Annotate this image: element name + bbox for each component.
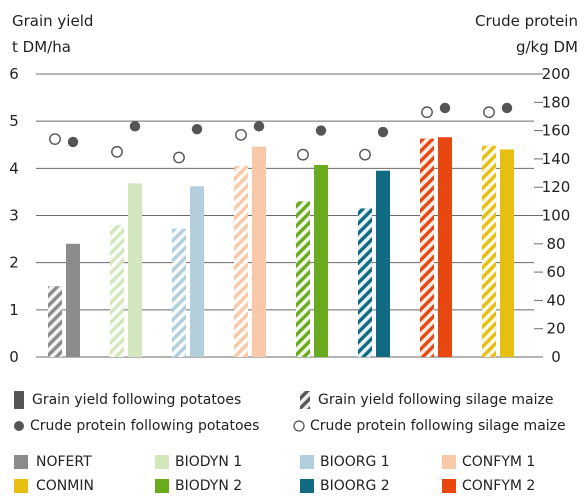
bar-yield-potatoes: [190, 186, 204, 357]
dot-protein-potatoes: [129, 121, 141, 132]
legend-bioorg1-label: BIOORG 1: [320, 454, 390, 470]
left-tick-label: 3: [9, 207, 19, 225]
right-axis-unit: g/kg DM: [515, 38, 578, 56]
legend-conmin-label: CONMIN: [36, 478, 94, 494]
bar-yield-potatoes: [66, 243, 80, 357]
bar-yield-potatoes: [314, 165, 328, 357]
dot-protein-silage: [421, 106, 433, 119]
dot-protein-potatoes: [439, 102, 451, 114]
bar-yield-potatoes: [376, 170, 390, 357]
bar-yield-potatoes: [438, 137, 452, 357]
dot-protein-potatoes: [191, 123, 203, 135]
right-tick-label: 0: [551, 348, 561, 366]
nofert-swatch: [14, 455, 28, 469]
dot-protein-silage: [235, 128, 247, 141]
dot-protein-silage: [111, 145, 123, 158]
right-tick-label: 20: [546, 320, 565, 338]
left-tick-label: 0: [9, 348, 19, 366]
right-tick-label: 140: [542, 150, 571, 168]
bioorg2-swatch: [300, 479, 314, 493]
right-tick-label: 120: [542, 178, 571, 196]
legend-biodyn2-label: BIODYN 2: [175, 478, 243, 494]
dot-protein-potatoes: [315, 125, 327, 136]
bar-hatch-overlay: [234, 165, 248, 357]
bar-hatch-overlay: [110, 224, 124, 357]
left-tick-label: 4: [9, 159, 19, 177]
bar-hatch-overlay: [48, 286, 62, 357]
conmin-swatch: [14, 479, 28, 493]
right-tick-label: 60: [546, 263, 565, 281]
open-circle-icon: [293, 420, 305, 432]
dot-protein-potatoes: [67, 136, 79, 148]
bar-hatch-overlay: [358, 208, 372, 357]
dot-protein-silage: [49, 133, 61, 145]
legend-biodyn1-label: BIODYN 1: [175, 454, 243, 470]
right-tick-label: 180: [542, 93, 571, 111]
dot-protein-silage: [173, 151, 185, 164]
legend-protein-silage-label: Crude protein following silage maize: [310, 418, 566, 434]
legend-confym2-label: CONFYM 2: [462, 478, 536, 494]
legend-treatments-row1: NOFERT BIODYN 1 BIOORG 1 CONFYM 1: [12, 452, 582, 474]
dot-protein-silage: [297, 148, 309, 161]
bioorg1-swatch: [300, 455, 314, 469]
right-tick-label: 200: [542, 65, 571, 83]
right-tick-label: 100: [542, 207, 571, 225]
bar-yield-potatoes: [500, 149, 514, 357]
dot-protein-silage: [359, 148, 371, 161]
legend-nofert-label: NOFERT: [36, 454, 92, 470]
legend-bioorg2-label: BIOORG 2: [320, 478, 390, 494]
legend-series-row2: Crude protein following potatoes Crude p…: [12, 416, 582, 438]
left-tick-label: 6: [9, 65, 19, 83]
right-tick-label: 40: [546, 291, 565, 309]
right-tick-label: 160: [542, 122, 571, 140]
bar-hatch-overlay: [482, 145, 496, 357]
hatched-bar-icon: [300, 391, 310, 409]
confym2-swatch: [442, 479, 456, 493]
left-axis-title: Grain yield: [12, 12, 94, 30]
solid-bar-icon: [14, 391, 24, 409]
biodyn2-swatch: [155, 479, 169, 493]
confym1-swatch: [442, 455, 456, 469]
left-axis-unit: t DM/ha: [12, 38, 71, 56]
legend-yield-silage-label: Grain yield following silage maize: [318, 392, 554, 408]
bar-hatch-overlay: [296, 201, 310, 357]
left-tick-label: 2: [9, 254, 19, 272]
dot-protein-potatoes: [377, 126, 389, 138]
bar-hatch-overlay: [420, 138, 434, 357]
dot-protein-potatoes: [501, 102, 513, 114]
legend-yield-potatoes-label: Grain yield following potatoes: [32, 392, 242, 408]
filled-circle-icon: [14, 421, 24, 431]
biodyn1-swatch: [155, 455, 169, 469]
legend-series-row1: Grain yield following potatoes Grain yie…: [12, 390, 582, 412]
right-axis-title: Crude protein: [475, 12, 578, 30]
dot-protein-silage: [483, 106, 495, 119]
right-tick-label: 80: [546, 235, 565, 253]
legend-confym1-label: CONFYM 1: [462, 454, 536, 470]
legend-protein-potatoes-label: Crude protein following potatoes: [30, 418, 260, 434]
dot-protein-potatoes: [253, 121, 265, 132]
left-tick-label: 5: [9, 112, 19, 130]
legend-treatments-row2: CONMIN BIODYN 2 BIOORG 2 CONFYM 2: [12, 476, 582, 498]
bar-yield-potatoes: [252, 146, 266, 357]
bar-hatch-overlay: [172, 228, 186, 357]
bar-yield-potatoes: [128, 183, 142, 357]
left-tick-label: 1: [9, 301, 19, 319]
